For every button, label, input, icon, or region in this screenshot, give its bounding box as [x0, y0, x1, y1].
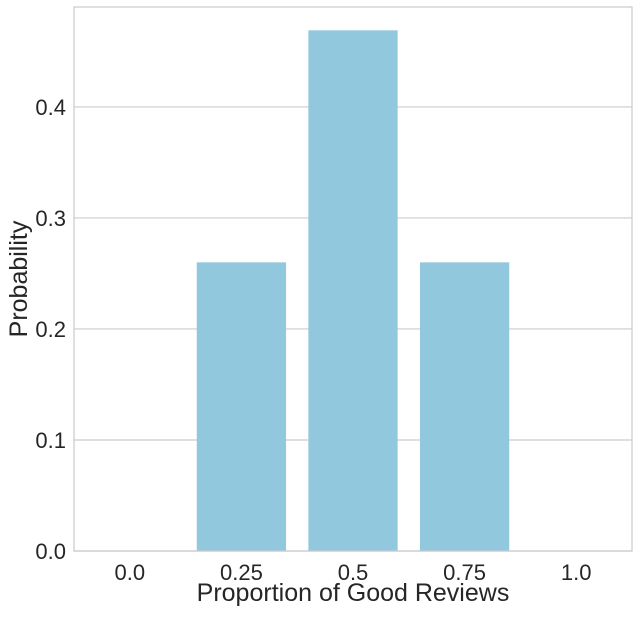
x-axis-label: Proportion of Good Reviews: [197, 579, 510, 607]
y-tick-labels: 0.0 0.1 0.2 0.3 0.4: [35, 95, 66, 564]
bars: [196, 30, 510, 552]
x-tick-label: 0.0: [115, 560, 146, 585]
y-tick-label: 0.0: [35, 539, 66, 564]
x-tick-label: 1.0: [561, 560, 592, 585]
y-tick-label: 0.4: [35, 95, 66, 120]
bar-0-75: [419, 262, 510, 551]
x-tick-label: 0.25: [220, 560, 263, 585]
x-tick-label: 0.75: [443, 560, 486, 585]
plot-frame: [73, 6, 633, 552]
bar-0-5: [308, 30, 398, 552]
x-tick-labels: 0.0 0.25 0.5 0.75 1.0: [115, 560, 592, 585]
bar-0-25: [196, 262, 287, 551]
x-tick-label: 0.5: [338, 560, 369, 585]
y-tick-label: 0.3: [35, 206, 66, 231]
y-tick-label: 0.2: [35, 317, 66, 342]
y-tick-label: 0.1: [35, 428, 66, 453]
y-axis-label: Probability: [5, 220, 33, 337]
